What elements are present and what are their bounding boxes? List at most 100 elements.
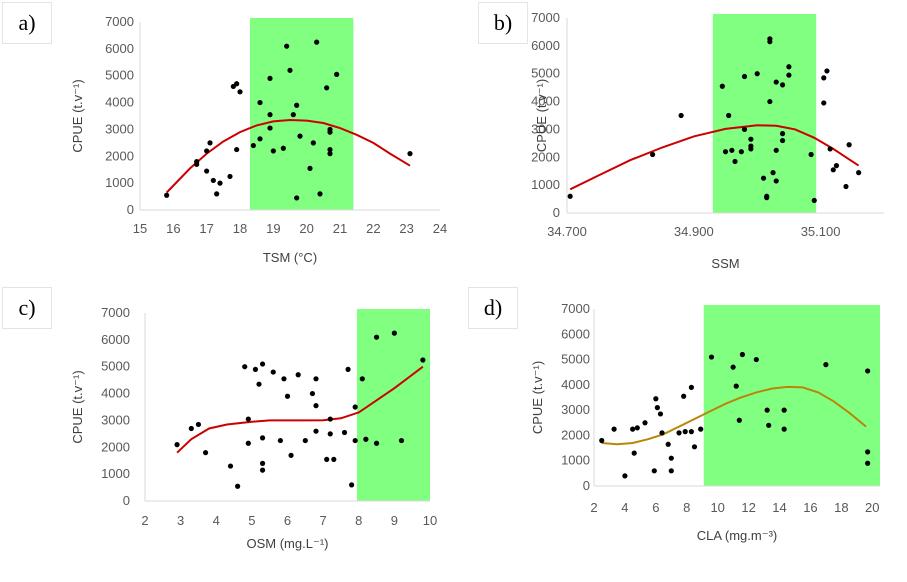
x-tick-label: 34.900 [674,224,714,239]
data-point [290,112,296,118]
data-point [188,425,194,432]
data-point [741,126,748,133]
data-point [649,151,656,158]
data-point [363,436,369,442]
y-tick-label: 0 [123,493,130,508]
scatter-chart-c: 0 1000 2000 3000 4000 5000 6000 7000 2 3 4 5 6 7 8 9 10 O… [70,305,437,551]
data-point [245,440,251,446]
x-tick-label: 20 [865,500,879,515]
data-point [242,364,248,370]
data-point [741,73,748,80]
data-point [314,39,320,45]
x-tick-label: 2 [141,513,148,528]
x-tick-label: 3 [177,513,184,528]
data-point [827,146,833,152]
data-point [310,140,316,146]
data-point [830,167,836,173]
data-point [733,383,739,389]
x-axis-title: SSM [711,256,739,271]
data-point [235,483,241,489]
x-tick-label: 2 [590,500,597,515]
data-point [281,376,287,382]
data-point [856,170,862,176]
y-axis-title: CPUE (t.v⁻¹) [70,79,85,152]
chart-panel-b: b) 0 1000 2000 3000 4000 5000 6000 7000 34.700 34… [474,0,904,285]
data-point [204,168,210,174]
x-tick-label: 18 [233,221,247,236]
y-tick-label: 5000 [531,66,560,81]
data-point [678,112,684,119]
data-point [352,404,358,410]
data-point [195,421,202,428]
x-tick-label: 15 [133,221,147,236]
data-point [821,100,827,106]
data-point [341,429,348,436]
x-axis-title: OSM (mg.L⁻¹) [247,536,329,551]
chart-panel-a: a) 0 1000 2000 3000 4000 5000 6000 7000 15 16 17 18… [0,0,450,285]
data-point [327,416,333,422]
x-tick-label: 20 [299,221,313,236]
data-point [252,366,259,372]
data-point [257,99,263,106]
data-point [865,368,871,374]
data-point [708,354,715,360]
data-point [599,437,605,444]
y-tick-label: 6000 [105,41,134,56]
x-tick-label: 24 [433,221,447,236]
data-point [739,351,746,358]
data-point [327,151,333,157]
data-point [214,191,220,197]
y-tick-label: 5000 [101,359,130,374]
y-tick-label: 0 [553,205,560,220]
scatter-chart-b: 0 1000 2000 3000 4000 5000 6000 7000 34.700 34.90… [531,10,884,271]
y-tick-label: 6000 [531,38,560,53]
panel-label-b: b) [478,2,528,44]
data-point [567,193,573,199]
y-tick-label: 7000 [105,14,134,29]
data-point [217,180,223,186]
data-point [302,437,308,444]
x-tick-label: 10 [423,513,437,528]
data-point [665,441,671,447]
x-tick-label: 22 [366,221,380,236]
trend-line [165,118,411,194]
x-axis-title: CLA (mg.m⁻³) [697,528,778,543]
data-point [227,463,234,469]
y-tick-label: 2000 [531,149,560,164]
data-point [202,450,209,456]
data-point [824,68,830,74]
data-point [754,71,760,77]
data-point [352,437,358,444]
data-point [779,82,786,88]
y-tick-label: 3000 [531,121,560,136]
x-tick-label: 19 [266,221,280,236]
data-point [764,195,770,201]
y-tick-label: 7000 [101,305,130,320]
data-point [634,425,640,431]
data-point [823,362,829,368]
data-point [766,422,772,428]
y-tick-label: 5000 [561,352,590,367]
x-tick-label: 9 [391,513,398,528]
y-axis-title: CPUE (t.v⁻¹) [534,79,549,152]
data-point [688,429,694,435]
y-tick-label: 6000 [101,332,130,347]
y-tick-label: 4000 [531,94,560,109]
x-tick-label: 12 [741,500,755,515]
y-tick-label: 3000 [561,402,590,417]
data-point [748,143,754,149]
panel-label-c: c) [2,287,52,329]
x-tick-label: 34.700 [547,224,587,239]
chart-panel-d: d) 0 1000 2000 3000 4000 5000 6000 7000 2 4 6 8 10 12… [466,285,906,577]
data-point [373,334,380,340]
data-point [284,393,291,399]
scatter-chart-d: 0 1000 2000 3000 4000 5000 6000 7000 2 4 6 8 10 12 14 1… [530,301,880,543]
data-point [767,36,773,42]
y-tick-label: 2000 [101,439,130,454]
x-tick-label: 14 [772,500,786,515]
data-point [327,129,333,135]
data-point [611,426,617,432]
x-tick-label: 16 [803,500,817,515]
data-point [781,407,787,413]
y-tick-label: 1000 [105,175,134,190]
